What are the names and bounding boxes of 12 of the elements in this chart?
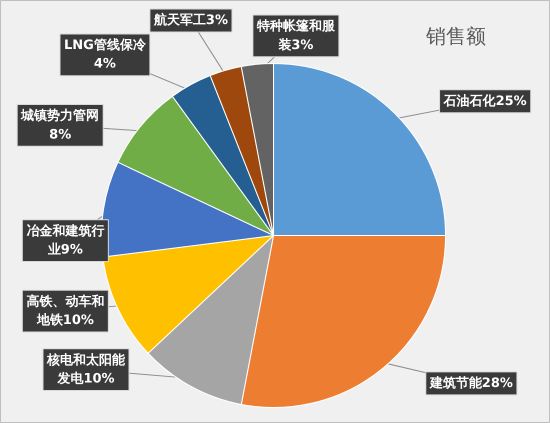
slice-label: 高铁、动车和地铁10% xyxy=(26,293,104,328)
slice-label: 建筑节能28% xyxy=(428,374,513,391)
slice-label: 核电和太阳能发电10% xyxy=(46,352,126,387)
data-label: 4% xyxy=(94,56,116,72)
slice-label: 特种帐篷和服装3% xyxy=(256,18,336,53)
slice-label: 石油石化25% xyxy=(442,94,527,109)
slice-label: LNG管线保冷 xyxy=(64,38,147,53)
slice-label: 航天军工3% xyxy=(152,12,228,28)
data-label: 8% xyxy=(49,127,72,142)
slice-label: 城镇势力管网 xyxy=(20,108,100,124)
slice-label: 冶金和建筑行业9% xyxy=(26,222,104,258)
text: 销售额 xyxy=(424,24,486,48)
